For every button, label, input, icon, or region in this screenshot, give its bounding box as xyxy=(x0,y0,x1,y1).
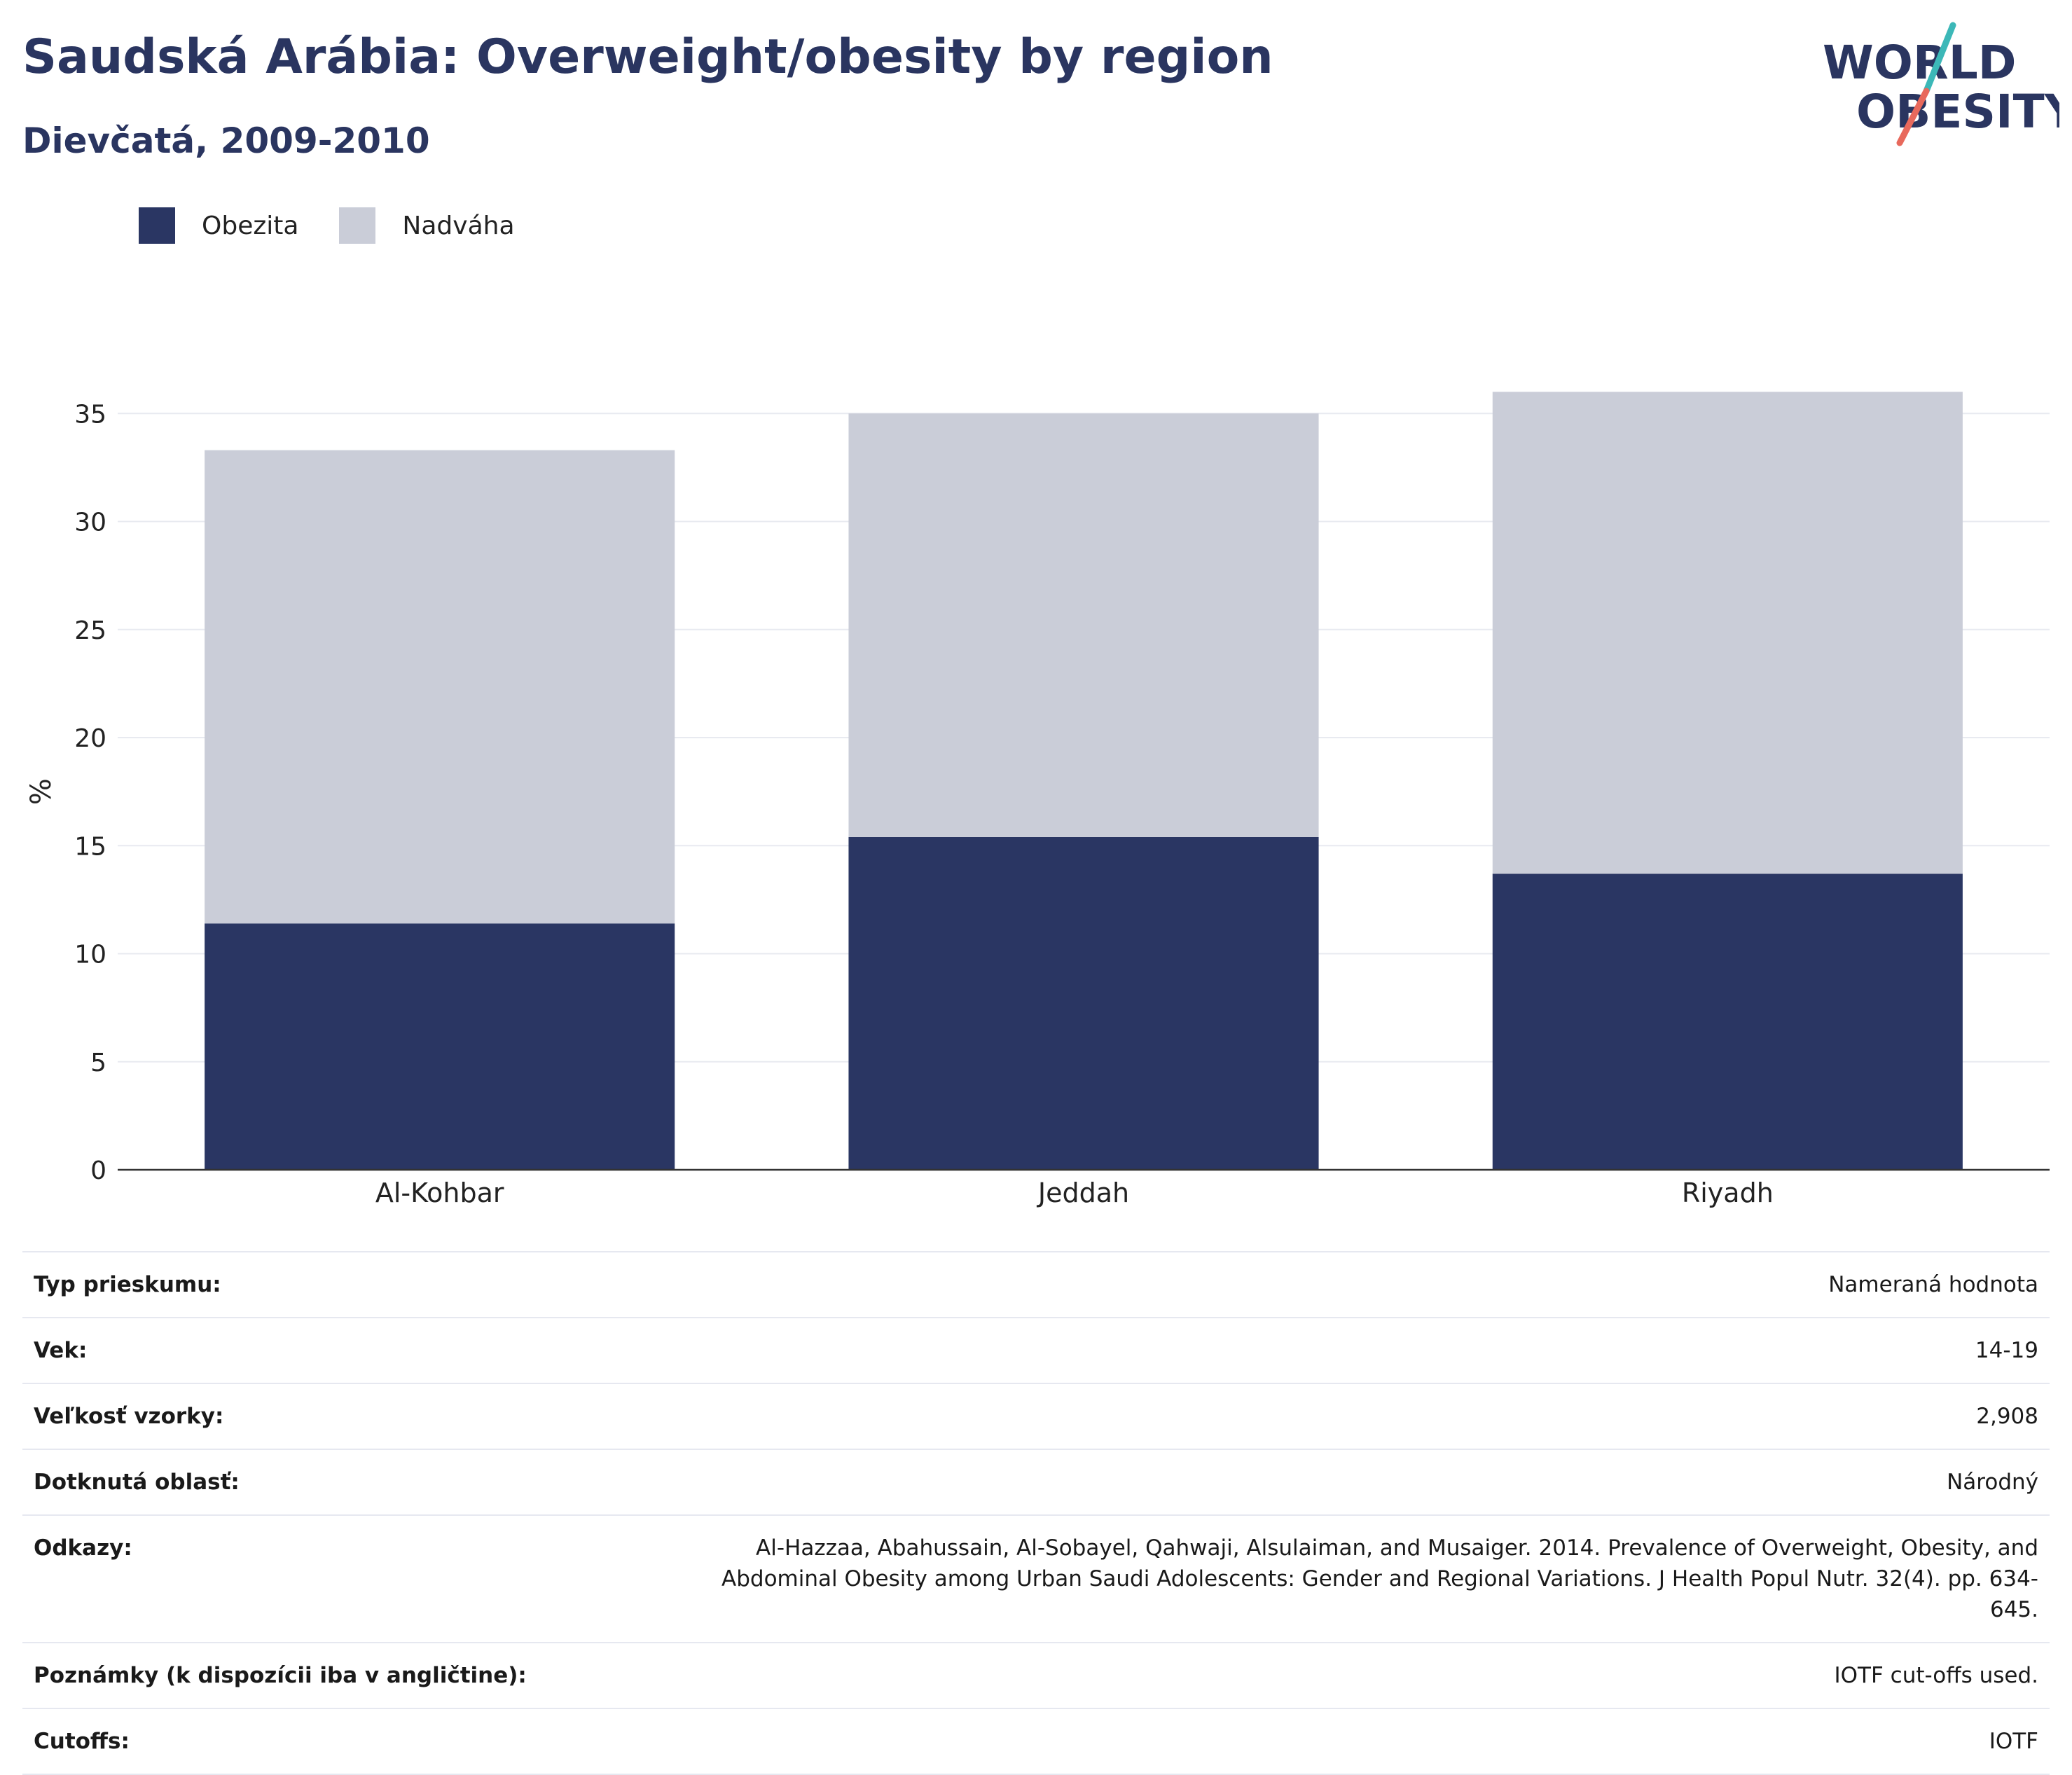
bar-chart: 0 5 10 15 20 25 30 35% Al-Kohbar Jeddah Riyadh xyxy=(25,392,2050,1208)
info-row-age: Vek: 14-19 xyxy=(22,1318,2050,1383)
y-axis-label: % xyxy=(25,778,57,805)
info-label: Vek: xyxy=(34,1338,88,1363)
info-label: Poznámky (k dispozícii iba v angličtine)… xyxy=(34,1663,527,1688)
x-tick-label: Al-Kohbar xyxy=(375,1177,504,1208)
logo-slash-teal xyxy=(1923,22,1956,95)
info-row-sample-size: Veľkosť vzorky: 2,908 xyxy=(22,1383,2050,1449)
y-tick-label: 15 xyxy=(74,832,106,861)
logo-word-obesity: OBESITY xyxy=(1856,85,2059,139)
bar-nadv-ha xyxy=(1492,392,1963,874)
bar-obezita xyxy=(1492,873,1963,1170)
info-value: 2,908 xyxy=(1976,1404,2038,1429)
info-label: Veľkosť vzorky: xyxy=(34,1404,224,1429)
info-row-references: Odkazy: Al-Hazzaa, Abahussain, Al-Sobaye… xyxy=(22,1515,2050,1643)
info-row-survey-type: Typ prieskumu: Nameraná hodnota xyxy=(22,1252,2050,1318)
y-tick-label: 5 xyxy=(90,1049,106,1077)
x-tick-label: Riyadh xyxy=(1682,1177,1774,1208)
bar-obezita xyxy=(848,836,1319,1170)
y-tick-label: 35 xyxy=(74,400,106,429)
legend-swatch-obezita xyxy=(139,207,175,244)
info-label: Typ prieskumu: xyxy=(34,1272,221,1297)
bar-nadv-ha xyxy=(205,450,675,924)
info-row-notes: Poznámky (k dispozícii iba v angličtine)… xyxy=(22,1643,2050,1708)
bar-nadv-ha xyxy=(848,413,1319,837)
info-value: IOTF xyxy=(1989,1729,2038,1754)
info-label: Cutoffs: xyxy=(34,1729,130,1754)
legend-swatch-nadvaha xyxy=(339,207,376,244)
survey-info-table: Typ prieskumu: Nameraná hodnota Vek: 14-… xyxy=(22,1251,2050,1775)
info-value: IOTF cut-offs used. xyxy=(1834,1663,2038,1688)
info-value: Nameraná hodnota xyxy=(1828,1272,2038,1297)
x-tick-label: Jeddah xyxy=(1037,1177,1129,1208)
chart-legend: Obezita Nadváha xyxy=(139,207,555,244)
y-tick-label: 10 xyxy=(74,941,106,969)
legend-label-nadvaha: Nadváha xyxy=(402,211,515,240)
world-obesity-logo: WORLD OBESITY xyxy=(1823,22,2059,146)
info-value: 14-19 xyxy=(1975,1338,2038,1363)
info-label: Dotknutá oblasť: xyxy=(34,1470,240,1495)
info-value: Al-Hazzaa, Abahussain, Al-Sobayel, Qahwa… xyxy=(721,1535,2038,1622)
legend-label-obezita: Obezita xyxy=(202,211,299,240)
info-row-cutoffs: Cutoffs: IOTF xyxy=(22,1708,2050,1774)
bar-obezita xyxy=(205,923,675,1170)
legend-item-obezita[interactable]: Obezita xyxy=(139,207,298,244)
legend-item-nadvaha[interactable]: Nadváha xyxy=(339,207,515,244)
page-title: Saudská Arábia: Overweight/obesity by re… xyxy=(22,29,1273,85)
y-tick-label: 25 xyxy=(74,616,106,645)
logo-slash-coral xyxy=(1896,88,1930,146)
info-label: Odkazy: xyxy=(34,1535,132,1561)
y-tick-label: 30 xyxy=(74,509,106,537)
y-tick-label: 20 xyxy=(74,724,106,753)
page-subtitle: Dievčatá, 2009-2010 xyxy=(22,120,430,161)
y-tick-label: 0 xyxy=(90,1156,106,1185)
info-row-area: Dotknutá oblasť: Národný xyxy=(22,1449,2050,1515)
logo-word-world: WORLD xyxy=(1823,36,2017,90)
info-value: Národný xyxy=(1947,1470,2038,1495)
